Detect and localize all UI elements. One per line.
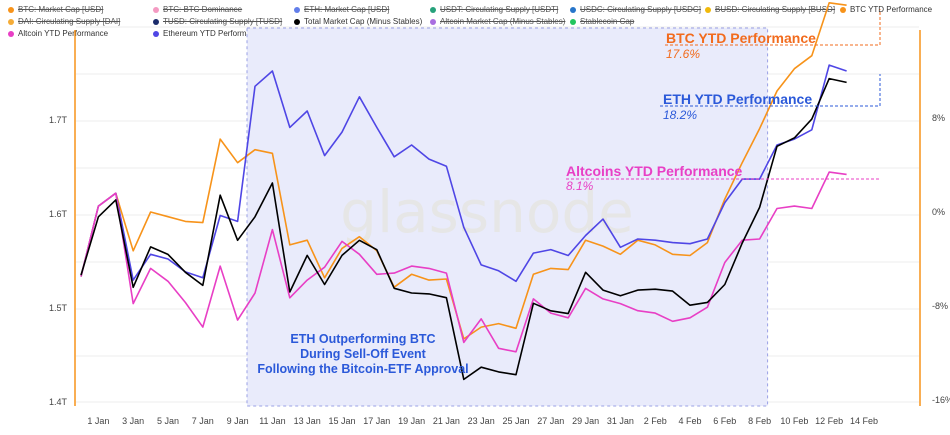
legend-label: Total Market Cap (Minus Stables) [304,17,423,26]
btc-annotation-title: BTC YTD Performance [666,30,816,46]
x-tick-label: 15 Jan [328,416,355,426]
note-line: During Sell-Off Event [300,347,427,361]
legend-swatch [294,18,300,25]
x-tick-label: 1 Jan [87,416,109,426]
legend-item-stablecoin-cap[interactable]: Stablecoin Cap [570,17,634,26]
legend-swatch [153,18,159,25]
y-right-tick-label: 8% [932,113,945,123]
note-line: Following the Bitcoin-ETF Approval [257,362,468,376]
x-tick-label: 13 Jan [294,416,321,426]
x-tick-label: 27 Jan [537,416,564,426]
x-tick-label: 3 Jan [122,416,144,426]
x-tick-label: 5 Jan [157,416,179,426]
legend-item-usdc-circulating-supply-usdc[interactable]: USDC: Circulating Supply [USDC] [570,5,701,14]
x-tick-label: 21 Jan [433,416,460,426]
x-tick-label: 23 Jan [468,416,495,426]
legend-item-total-market-cap-minus-stables[interactable]: Total Market Cap (Minus Stables) [294,17,422,26]
legend-label: Ethereum YTD Performance [163,29,264,38]
right-axis-ticks: -16% -8% 0% 8% [932,113,950,405]
x-tick-label: 9 Jan [227,416,249,426]
legend-label: Altcoin Market Cap (Minus Stables) [440,17,566,26]
legend-swatch [705,6,711,13]
chart-legend: BTC: Market Cap [USD] BTC: BTC Dominance E… [0,0,950,40]
x-tick-label: 14 Feb [850,416,878,426]
y-left-tick-label: 1.6T [49,209,68,219]
x-tick-label: 29 Jan [572,416,599,426]
y-left-tick-label: 1.4T [49,397,68,407]
legend-swatch [294,6,300,13]
legend-item-usdt-circulating-supply-usdt[interactable]: USDT: Circulating Supply [USDT] [430,5,558,14]
x-tick-label: 12 Feb [815,416,843,426]
legend-swatch [153,6,159,13]
legend-item-btc-btc-dominance[interactable]: BTC: BTC Dominance [153,5,242,14]
legend-label: ETH: Market Cap [USD] [304,5,390,14]
legend-item-ethereum-ytd-performance[interactable]: Ethereum YTD Performance [153,29,264,38]
x-tick-label: 7 Jan [192,416,214,426]
legend-item-btc-ytd-performance[interactable]: BTC YTD Performance [840,5,932,14]
alt-annotation-value: 8.1% [566,179,594,193]
eth-annotation-value: 18.2% [663,108,697,122]
legend-swatch [430,6,436,13]
legend-label: Stablecoin Cap [580,17,635,26]
legend-swatch [840,6,846,13]
legend-label: USDC: Circulating Supply [USDC] [580,5,701,14]
x-tick-label: 10 Feb [780,416,808,426]
legend-label: BTC: BTC Dominance [163,5,243,14]
legend-swatch [8,18,14,25]
note-line: ETH Outperforming BTC [290,332,435,346]
x-axis-ticks: 1 Jan 3 Jan 5 Jan 7 Jan 9 Jan 11 Jan 13 Jan 15 … [87,416,878,426]
legend-swatch [570,18,576,25]
legend-label: USDT: Circulating Supply [USDT] [440,5,559,14]
y-left-tick-label: 1.7T [49,115,68,125]
y-right-tick-label: 0% [932,207,945,217]
legend-label: Altcoin YTD Performance [18,29,109,38]
legend-item-busd-circulating-supply-busd[interactable]: BUSD: Circulating Supply [BUSD] [705,5,835,14]
x-tick-label: 17 Jan [363,416,390,426]
eth-annotation-title: ETH YTD Performance [663,91,812,107]
x-tick-label: 19 Jan [398,416,425,426]
legend-swatch [430,18,436,25]
legend-item-altcoin-market-cap-minus-stables[interactable]: Altcoin Market Cap (Minus Stables) [430,17,565,26]
legend-label: TUSD: Circulating Supply [TUSD] [163,17,283,26]
alt-annotation-title: Altcoins YTD Performance [566,163,743,179]
btc-annotation-value: 17.6% [666,47,700,61]
x-tick-label: 6 Feb [713,416,736,426]
legend-swatch [8,30,14,37]
x-tick-label: 2 Feb [644,416,667,426]
eth-annotation-leader [660,74,881,107]
x-tick-label: 8 Feb [748,416,771,426]
legend-item-altcoin-ytd-performance[interactable]: Altcoin YTD Performance [8,29,108,38]
legend-item-tusd-circulating-supply-tusd[interactable]: TUSD: Circulating Supply [TUSD] [153,17,282,26]
y-left-tick-label: 1.5T [49,303,68,313]
series-line-altcoin-ytd-performance [80,171,847,353]
btc-annotation-leader [665,9,881,46]
legend-label: DAI: Circulating Supply [DAI] [18,17,121,26]
series-lines [80,1,847,381]
legend-label: BUSD: Circulating Supply [BUSD] [715,5,836,14]
x-tick-label: 4 Feb [678,416,701,426]
x-tick-label: 31 Jan [607,416,634,426]
legend-item-eth-market-cap-usd[interactable]: ETH: Market Cap [USD] [294,5,389,14]
legend-item-dai-circulating-supply-dai[interactable]: DAI: Circulating Supply [DAI] [8,17,120,26]
legend-label: BTC: Market Cap [USD] [18,5,104,14]
legend-swatch [570,6,576,13]
legend-swatch [8,6,14,13]
watermark: glassnode [340,178,634,246]
y-right-tick-label: -8% [932,301,948,311]
y-right-tick-label: -16% [932,395,950,405]
left-axis-ticks: 1.4T 1.5T 1.6T 1.7T [49,115,68,407]
x-tick-label: 11 Jan [259,416,285,426]
x-tick-label: 25 Jan [502,416,529,426]
legend-label: BTC YTD Performance [850,5,933,14]
sell-off-shaded-region [246,27,769,407]
legend-swatch [153,30,159,37]
series-line-total-market-cap-minus-stables [80,77,847,381]
legend-item-btc-market-cap-usd[interactable]: BTC: Market Cap [USD] [8,5,103,14]
